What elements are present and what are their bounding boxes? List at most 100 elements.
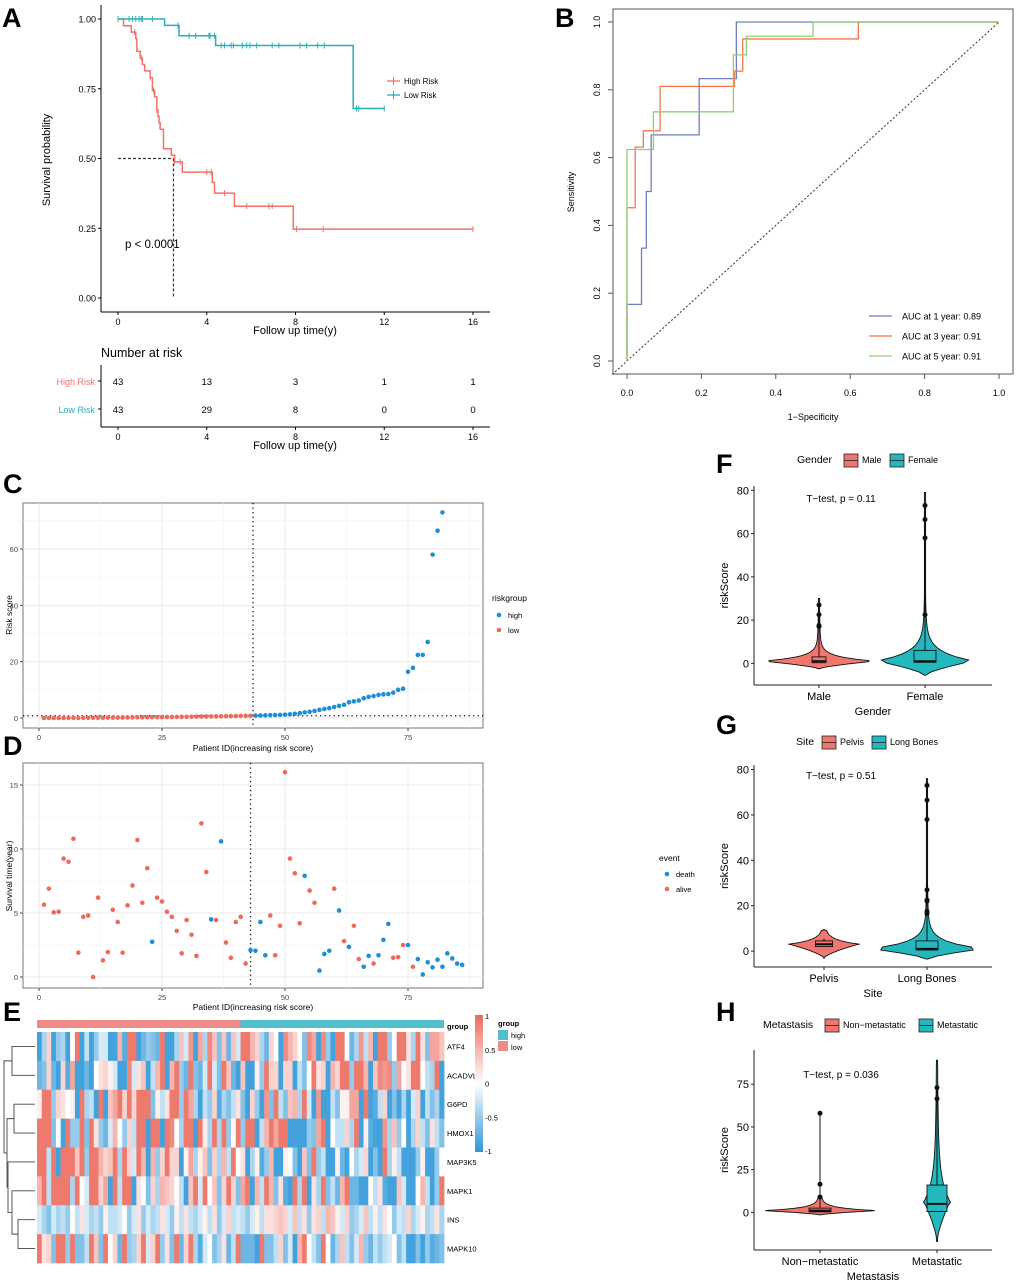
heatmap-cell <box>358 1147 364 1177</box>
heatmap-cell <box>84 1060 90 1091</box>
heatmap-cell <box>193 1060 199 1091</box>
c-point-high <box>366 694 371 700</box>
heatmap-cell <box>93 1089 99 1119</box>
d-point-alive <box>135 837 140 843</box>
d-point-alive <box>154 895 160 900</box>
heatmap-cell <box>382 1176 388 1206</box>
heatmap-cell <box>103 1176 109 1206</box>
heatmap-cell <box>197 1176 204 1206</box>
heatmap-cell <box>302 1089 308 1119</box>
c-point-high <box>425 639 430 645</box>
heatmap-cell <box>320 1032 327 1062</box>
heatmap-cell <box>278 1060 284 1091</box>
heatmap-cell <box>160 1176 166 1206</box>
heatmap-cell <box>51 1089 57 1119</box>
metastasis-box <box>926 1184 948 1212</box>
heatmap-cell <box>302 1147 308 1177</box>
d-point-alive <box>287 856 293 861</box>
heatmap-cell <box>188 1205 194 1235</box>
c-point-high <box>263 713 268 718</box>
heatmap-cell <box>278 1089 284 1119</box>
metastasis-y-label: riskScore <box>719 1127 731 1173</box>
panel-letter-b: B <box>555 3 575 33</box>
heatmap-cell <box>363 1060 369 1091</box>
heatmap-cell <box>212 1147 218 1177</box>
km-pvalue: p < 0.0001 <box>125 239 180 251</box>
heatmap-cell <box>391 1176 398 1206</box>
heatmap-cell <box>84 1089 90 1119</box>
heatmap-cell <box>368 1205 374 1235</box>
site-outlier <box>924 897 930 903</box>
heatmap-cell <box>339 1032 346 1062</box>
heatmap-cell <box>202 1089 208 1119</box>
metastasis-outlier <box>817 1181 823 1187</box>
heatmap-cell <box>311 1147 317 1177</box>
c-point-high <box>336 703 342 709</box>
heatmap-cell <box>311 1176 317 1206</box>
heatmap-cell <box>335 1060 341 1091</box>
heatmap-cell <box>65 1205 71 1235</box>
heatmap-cell <box>55 1234 62 1264</box>
risk-table-row-label: Low Risk <box>58 405 95 415</box>
heatmap-cell <box>93 1147 99 1177</box>
heatmap-cell <box>235 1118 241 1148</box>
heatmap-cell <box>136 1032 142 1062</box>
heatmap-cell <box>306 1176 312 1206</box>
heatmap-cell <box>183 1118 189 1148</box>
heatmap-cell <box>155 1060 161 1091</box>
heatmap-cell <box>382 1060 388 1091</box>
heatmap-cell <box>136 1060 142 1091</box>
heatmap-cell <box>320 1205 327 1235</box>
heatmap-cell <box>122 1089 128 1119</box>
heatmap-cell <box>231 1147 237 1177</box>
heatmap-cell <box>221 1234 227 1264</box>
km-x-label: Follow up time(y) <box>253 325 337 337</box>
heatmap-cell <box>335 1118 341 1148</box>
km-x-tick-label: 4 <box>204 317 209 327</box>
heatmap-cell <box>174 1234 180 1264</box>
heatmap-cell <box>415 1176 421 1206</box>
site-legend-label: Long Bones <box>890 737 939 747</box>
panel-letter-c: C <box>3 469 23 499</box>
heatmap-cell <box>410 1089 417 1119</box>
d-point-alive <box>46 886 52 891</box>
heatmap-cell <box>126 1060 133 1091</box>
heatmap-cell <box>150 1118 156 1148</box>
heatmap-cell <box>387 1032 393 1062</box>
heatmap-gene-label: G6PD <box>447 1100 468 1109</box>
heatmap-cell <box>410 1147 417 1177</box>
heatmap-cell <box>439 1176 445 1206</box>
site-x-tick-label: Long Bones <box>898 973 957 985</box>
heatmap-cell <box>358 1205 364 1235</box>
heatmap-cell <box>60 1060 66 1091</box>
heatmap-cell <box>349 1060 355 1091</box>
heatmap-cell <box>259 1234 265 1264</box>
heatmap-cell <box>131 1060 137 1091</box>
heatmap-cell <box>368 1118 374 1148</box>
heatmap-cell <box>70 1032 76 1062</box>
site-y-tick-label: 20 <box>737 901 749 913</box>
heatmap-cell <box>425 1234 431 1264</box>
heatmap-cell <box>287 1060 293 1091</box>
heatmap-cell <box>391 1205 398 1235</box>
heatmap-cell <box>41 1089 47 1119</box>
heatmap-cell <box>93 1205 99 1235</box>
heatmap-cell <box>420 1060 426 1091</box>
heatmap-cell <box>212 1205 218 1235</box>
heatmap-cell <box>325 1147 331 1177</box>
heatmap-cell <box>169 1118 175 1148</box>
heatmap-cell <box>207 1032 213 1062</box>
d-point-alive <box>233 919 239 925</box>
heatmap-cell <box>212 1060 218 1091</box>
c-point-high <box>351 699 357 704</box>
heatmap-cell <box>160 1118 166 1148</box>
risk-table-title: Number at risk <box>101 346 183 360</box>
heatmap-cell <box>84 1234 90 1264</box>
heatmap-cell <box>306 1234 312 1264</box>
heatmap-cell <box>344 1060 350 1091</box>
heatmap-cell <box>103 1234 109 1264</box>
heatmap-cell <box>207 1205 213 1235</box>
dendrogram-branch <box>17 1219 35 1250</box>
heatmap-cell <box>396 1147 402 1177</box>
d-point-alive <box>144 865 150 871</box>
